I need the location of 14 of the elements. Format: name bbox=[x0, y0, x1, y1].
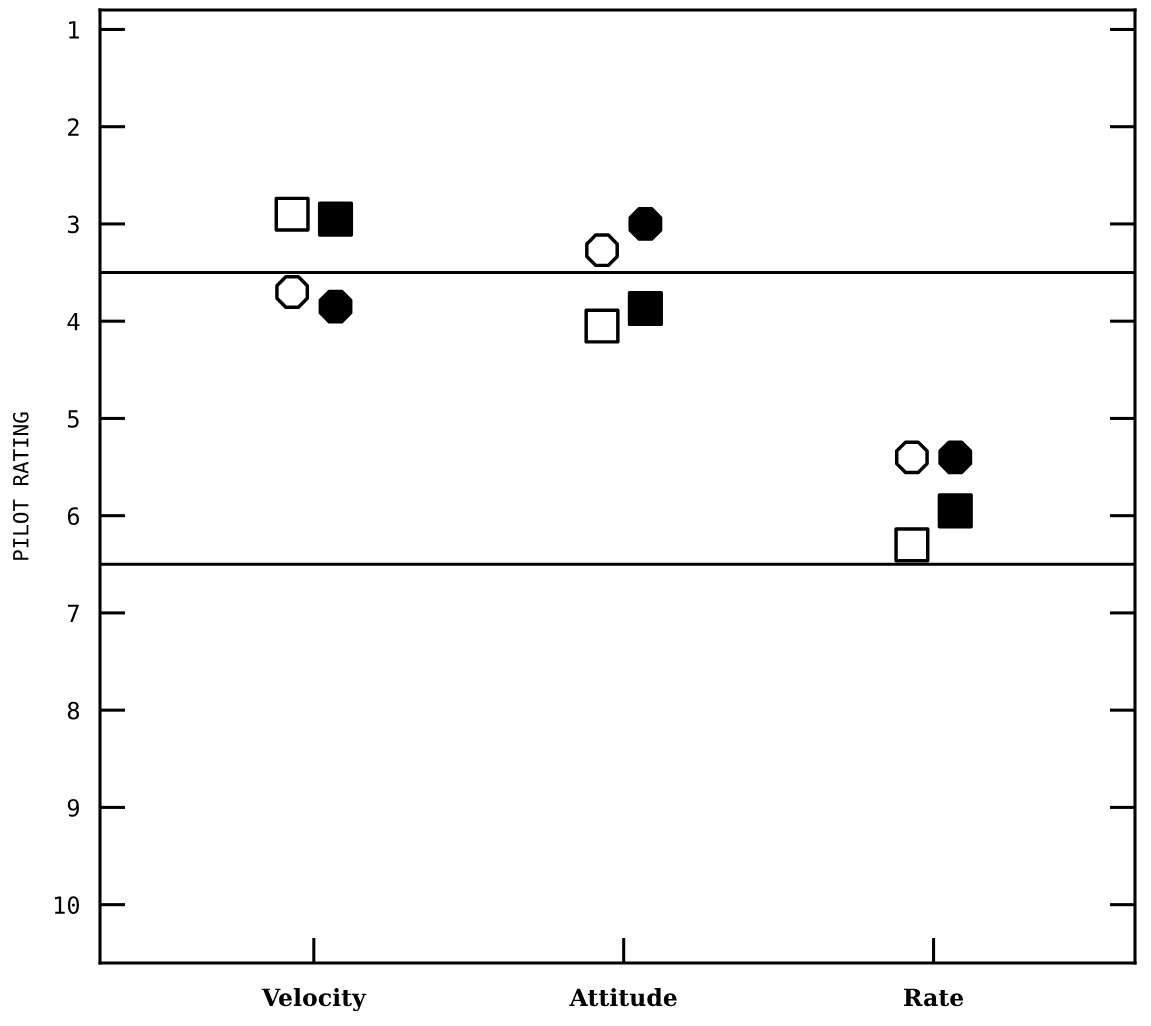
y-axis-title: PILOT RATING bbox=[12, 412, 29, 560]
x-tick-label: Velocity bbox=[261, 988, 367, 1012]
x-tick-label: Rate bbox=[903, 988, 964, 1007]
y-tick-label: 10 bbox=[54, 896, 80, 915]
y-tick-label: 3 bbox=[67, 215, 79, 234]
y-tick-label: 1 bbox=[69, 21, 79, 39]
y-tick-label: 2 bbox=[68, 118, 79, 136]
y-tick-label: 6 bbox=[67, 507, 80, 526]
y-tick-label: 9 bbox=[67, 798, 79, 817]
y-tick-label: 5 bbox=[67, 410, 79, 428]
x-tick-label: Attitude bbox=[569, 988, 677, 1007]
y-tick-label: 7 bbox=[67, 604, 79, 622]
y-tick-label: 4 bbox=[67, 313, 80, 331]
y-tick-label: 8 bbox=[67, 701, 80, 720]
